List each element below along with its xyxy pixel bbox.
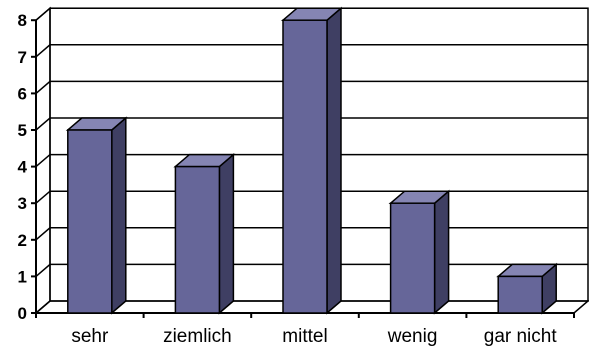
bar-gar-nicht <box>496 262 559 315</box>
bar-front <box>67 129 113 314</box>
x-tick-label: mittel <box>282 326 327 347</box>
gridline <box>35 44 588 58</box>
y-tick-label: 5 <box>18 121 27 140</box>
bar-front <box>174 165 221 314</box>
bar-side <box>433 189 450 315</box>
bar-front <box>389 202 436 314</box>
gridline <box>35 80 588 94</box>
bar-mittel <box>280 6 344 315</box>
y-tick-labels: 0 1 2 3 4 5 6 7 8 <box>18 11 28 323</box>
bar-wenig <box>388 189 451 315</box>
gridline <box>35 153 588 168</box>
bars <box>65 6 559 315</box>
y-tick-label: 2 <box>18 231 27 250</box>
bar-side <box>218 152 235 315</box>
x-tick-labels: sehr ziemlich mittel wenig gar nicht <box>71 326 557 347</box>
y-tick-label: 7 <box>18 48 27 67</box>
gridline <box>35 7 588 21</box>
x-tick-label: gar nicht <box>484 326 558 347</box>
bar-ziemlich <box>173 152 236 315</box>
x-tick-label: wenig <box>387 326 438 347</box>
y-tick-label: 8 <box>18 11 27 30</box>
x-tick-label: sehr <box>71 326 109 347</box>
y-tick-label: 6 <box>18 84 27 103</box>
bar-side <box>111 116 127 315</box>
y-tick-label: 1 <box>18 267 27 286</box>
bar-front <box>497 275 543 314</box>
gridline <box>35 117 588 131</box>
y-tick-label: 4 <box>18 158 28 177</box>
y-tick-label: 3 <box>18 194 27 213</box>
x-tick-label: ziemlich <box>163 326 232 347</box>
bar-side <box>326 6 342 315</box>
bar-front <box>282 19 328 314</box>
y-tick-label: 0 <box>18 304 27 323</box>
bar-sehr <box>65 116 128 315</box>
